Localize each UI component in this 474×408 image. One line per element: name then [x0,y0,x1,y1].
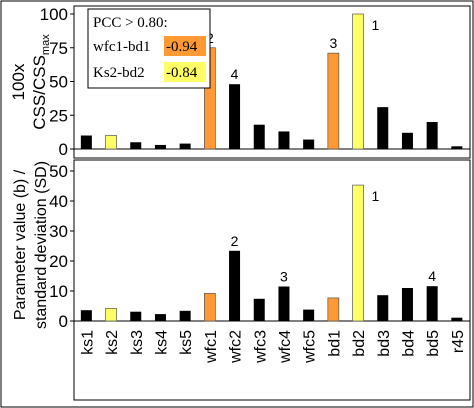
legend-row-1-label: wfc1-bd1 [93,39,150,55]
top-bar-bd3 [377,107,389,149]
x-axis-labels: ks1 ks2 ks3 ks4 ks5 wfc1 wfc2 wfc3 wfc4 wfc5 bd1 bd… [79,330,467,364]
x-tick-label-wfc3: wfc3 [252,330,269,364]
top-bar-ks5 [179,143,191,149]
bottom-bar-r45 [451,317,463,321]
bottom-bar-wfc1 [204,293,216,322]
bottom-rank-label: 4 [428,268,436,284]
x-tick-label-ks1: ks1 [79,330,96,355]
bottom-ylabel-line1: Parameter value (b) / [12,169,29,320]
top-ytick-label: 50 [49,73,68,92]
x-tick-label-wfc5: wfc5 [302,330,319,364]
bottom-bar-bd4 [401,288,413,321]
bottom-panel-frame [73,159,471,401]
top-rank-label: 1 [372,17,380,33]
bottom-bar-bd2 [352,184,364,322]
top-ylabel-line1: 100x [9,63,28,100]
bottom-bar-ks5 [179,310,191,321]
top-bar-ks3 [130,142,142,149]
top-bar-ks2 [105,135,117,150]
bottom-rank-label: 1 [372,188,380,204]
bottom-rank-label: 3 [280,269,288,285]
top-ylabel-sub: max [40,34,52,55]
bottom-ytick-label: 0 [59,312,68,331]
bottom-bar-ks2 [105,308,117,322]
x-tick-label-bd4: bd4 [400,330,417,357]
legend-row-2-value: -0.84 [166,65,198,81]
x-tick-label-bd1: bd1 [326,330,343,357]
top-bar-ks1 [80,135,92,149]
bottom-bar-ks1 [80,310,92,321]
top-bar-wfc3 [253,124,265,149]
top-bar-bd2 [352,13,364,150]
x-tick-label-bd5: bd5 [425,330,442,357]
x-tick-label-r45: r45 [450,330,467,353]
top-ytick-label: 75 [49,39,68,58]
bottom-ytick-label: 30 [49,222,68,241]
bottom-ylabel-line2: standard deviation (SD) [33,161,50,329]
top-bar-wfc5 [303,139,315,149]
bottom-bar-wfc3 [253,298,265,321]
top-bar-wfc2 [229,84,241,149]
top-bar-bd4 [401,132,413,149]
top-bar-bd5 [426,122,438,149]
x-tick-label-wfc2: wfc2 [228,330,245,364]
legend-value-swatch-2 [164,62,206,82]
bottom-bar-ks4 [154,314,166,321]
top-ytick-label: 25 [49,106,68,125]
top-bar-wfc4 [278,131,290,149]
bottom-ytick-label: 40 [49,192,68,211]
legend-row-1-value: -0.94 [166,39,198,55]
x-tick-label-ks4: ks4 [153,330,170,355]
bottom-bar-bd5 [426,286,438,321]
bottom-plot: 0 10 20 30 40 50 2 3 1 4 [49,162,470,331]
top-rank-label: 3 [329,35,337,51]
x-tick-label-ks2: ks2 [104,330,121,355]
bottom-bar-bd3 [377,295,389,321]
legend-row-2-label: Ks2-bd2 [93,65,145,81]
bottom-bar-bd1 [327,297,340,322]
top-ytick-label: 100 [40,5,68,24]
x-tick-label-wfc1: wfc1 [203,330,220,364]
bottom-rank-label: 2 [231,233,239,249]
top-bar-bd1 [327,52,340,150]
x-tick-label-ks5: ks5 [178,330,195,355]
x-tick-label-bd3: bd3 [376,330,393,357]
x-tick-label-wfc4: wfc4 [277,330,294,364]
top-plot: 02550751002431 [40,5,470,159]
top-ylabel-main: CSS/CSS [30,55,49,130]
bottom-ytick-label: 50 [49,162,68,181]
bottom-bar-wfc2 [229,250,241,321]
bottom-ytick-label: 10 [49,282,68,301]
top-bar-ks4 [154,144,166,149]
legend-title: PCC > 0.80: [93,15,168,31]
bottom-bar-ks3 [130,311,142,321]
top-bar-r45 [451,146,463,149]
x-tick-label-bd2: bd2 [351,330,368,357]
legend-value-swatch-1 [164,36,206,56]
top-ylabel-line2: CSS/CSSmax [30,34,52,130]
bottom-bar-wfc5 [303,309,315,321]
top-ytick-label: 0 [59,140,68,159]
x-tick-label-ks3: ks3 [129,330,146,355]
legend: PCC > 0.80: wfc1-bd1 -0.94 Ks2-bd2 -0.84 [87,8,211,89]
bottom-bar-wfc4 [278,286,290,321]
bottom-ytick-label: 20 [49,252,68,271]
top-rank-label: 4 [231,66,239,82]
